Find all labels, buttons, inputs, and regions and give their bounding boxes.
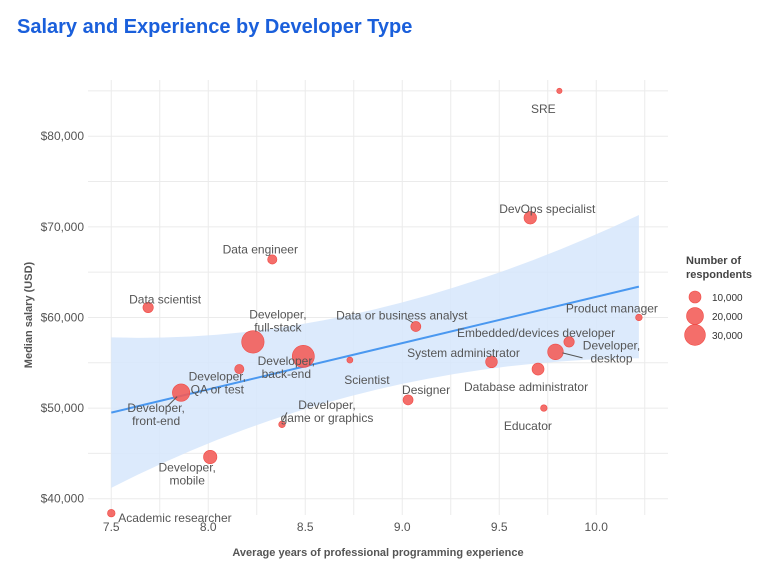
confidence-band-layer bbox=[111, 215, 640, 488]
y-tick-label: $60,000 bbox=[41, 310, 85, 324]
legend-size-key bbox=[688, 290, 702, 304]
x-tick-label: 9.5 bbox=[491, 520, 508, 534]
confidence-band bbox=[111, 215, 639, 488]
point-label: mobile bbox=[170, 474, 206, 488]
point-label: Product manager bbox=[566, 301, 658, 315]
point-label: System administrator bbox=[407, 346, 520, 360]
data-point bbox=[291, 345, 315, 368]
point-label: Data engineer bbox=[223, 242, 298, 256]
point-label: Data scientist bbox=[129, 292, 202, 306]
data-point bbox=[402, 394, 414, 406]
legend-size-key bbox=[686, 307, 704, 325]
x-tick-label: 9.0 bbox=[394, 520, 411, 534]
x-tick-label: 8.0 bbox=[200, 520, 217, 534]
legend-size-key bbox=[684, 324, 706, 346]
label-leader-line bbox=[562, 352, 583, 359]
point-label: Educator bbox=[504, 419, 552, 433]
data-point bbox=[547, 343, 564, 360]
point-label: Developer, bbox=[249, 307, 306, 321]
point-label: Database administrator bbox=[464, 380, 588, 394]
legend-title: Number of bbox=[686, 255, 741, 267]
data-point bbox=[523, 211, 537, 225]
points-layer bbox=[107, 87, 643, 518]
point-label: Academic researcher bbox=[118, 511, 231, 525]
data-point bbox=[485, 355, 498, 368]
point-labels-layer: SRE DevOps specialist Data engineer Data sc… bbox=[118, 102, 658, 525]
point-label: front-end bbox=[132, 414, 180, 428]
data-point bbox=[410, 321, 422, 332]
data-point bbox=[267, 254, 278, 265]
point-label: Developer, bbox=[189, 370, 246, 384]
x-tick-label: 8.5 bbox=[297, 520, 314, 534]
y-axis-title: Median salary (USD) bbox=[23, 261, 35, 368]
data-point bbox=[635, 313, 643, 322]
point-label: Developer, bbox=[258, 354, 315, 368]
data-point bbox=[563, 336, 575, 348]
point-label: SRE bbox=[531, 102, 556, 116]
point-label: Developer, bbox=[298, 398, 355, 412]
legend-label: 10,000 bbox=[712, 293, 743, 304]
legend-label: 20,000 bbox=[712, 312, 743, 323]
point-label: Developer, bbox=[127, 401, 184, 415]
point-label: Scientist bbox=[344, 373, 390, 387]
data-point bbox=[346, 356, 354, 364]
axes: 7.5 8.0 8.5 9.0 9.5 10.0 $40,000 $50,000 $60,000… bbox=[41, 129, 609, 534]
point-label: back-end bbox=[262, 367, 311, 381]
y-tick-label: $70,000 bbox=[41, 220, 85, 234]
data-point bbox=[278, 420, 286, 428]
point-label: Developer, bbox=[583, 338, 640, 352]
point-label: Developer, bbox=[159, 461, 216, 475]
data-point bbox=[234, 364, 245, 375]
x-axis-title: Average years of professional programmin… bbox=[232, 547, 523, 559]
point-label: Embedded/devices developer bbox=[457, 326, 615, 340]
trend-line bbox=[111, 285, 640, 414]
data-point bbox=[531, 362, 545, 376]
data-point bbox=[556, 87, 563, 94]
point-label: desktop bbox=[590, 351, 632, 365]
legend: Number of respondents 10,000 20,000 30,000 bbox=[684, 255, 752, 346]
point-label: QA or test bbox=[191, 383, 245, 397]
data-point bbox=[142, 301, 154, 313]
point-label: Data or business analyst bbox=[336, 309, 468, 323]
data-point bbox=[203, 449, 218, 465]
point-label: full-stack bbox=[254, 320, 302, 334]
label-leader-line bbox=[282, 412, 288, 421]
y-tick-label: $50,000 bbox=[41, 401, 85, 415]
point-label: Designer bbox=[402, 383, 450, 397]
legend-label: 30,000 bbox=[712, 331, 743, 342]
y-tick-label: $40,000 bbox=[41, 492, 85, 506]
label-leader-line bbox=[166, 396, 178, 408]
data-point bbox=[241, 330, 265, 354]
y-tick-label: $80,000 bbox=[41, 129, 85, 143]
x-tick-label: 7.5 bbox=[103, 520, 120, 534]
data-point bbox=[540, 404, 548, 412]
legend-title: respondents bbox=[686, 269, 752, 281]
x-tick-label: 10.0 bbox=[585, 520, 609, 534]
chart-title: Salary and Experience by Developer Type bbox=[17, 16, 413, 38]
point-label: DevOps specialist bbox=[499, 202, 596, 216]
point-label: game or graphics bbox=[281, 411, 374, 425]
data-point bbox=[107, 509, 116, 518]
label-leader-line bbox=[405, 318, 414, 323]
